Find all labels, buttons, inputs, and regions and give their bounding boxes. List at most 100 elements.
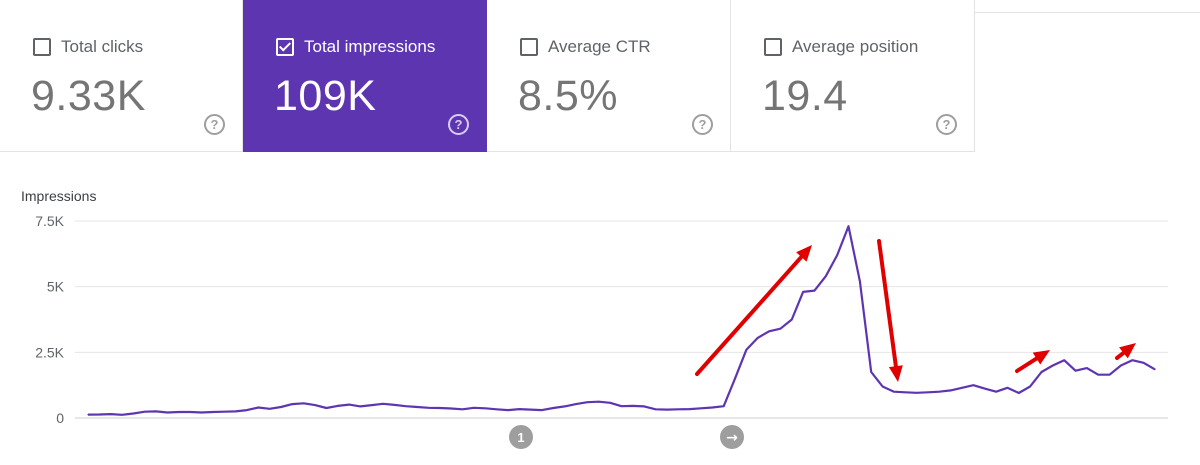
data-point bbox=[178, 411, 180, 413]
data-point bbox=[620, 405, 623, 407]
data-point bbox=[825, 275, 827, 277]
data-point bbox=[779, 328, 782, 330]
data-point bbox=[643, 405, 645, 407]
help-icon[interactable]: ? bbox=[204, 114, 225, 135]
annotation-arrow bbox=[1115, 343, 1136, 360]
data-point bbox=[564, 405, 566, 407]
marker-arrow[interactable]: → bbox=[720, 425, 744, 449]
help-icon[interactable]: ? bbox=[692, 114, 713, 135]
checked-checkbox-icon[interactable] bbox=[276, 38, 294, 56]
average-position-label-text: Average position bbox=[792, 37, 919, 56]
data-point bbox=[995, 391, 997, 393]
annotation-arrow-head bbox=[1032, 350, 1050, 365]
annotation-arrow-head bbox=[888, 365, 903, 382]
data-point bbox=[961, 387, 963, 389]
average-position-card[interactable]: Average position 19.4 ? bbox=[731, 0, 975, 152]
data-point bbox=[916, 392, 918, 394]
data-point bbox=[972, 384, 975, 386]
y-tick-label: 2.5K bbox=[35, 344, 64, 360]
data-point bbox=[677, 408, 679, 410]
data-point bbox=[246, 409, 248, 411]
data-point bbox=[371, 404, 373, 406]
data-point bbox=[984, 388, 986, 390]
data-point bbox=[689, 408, 691, 410]
data-point bbox=[518, 408, 520, 410]
forward-arrow-icon: → bbox=[726, 430, 738, 446]
annotation-arrow-shaft bbox=[877, 239, 898, 369]
metric-cards: Total clicks 9.33K ? Total impressions 1… bbox=[0, 0, 1200, 153]
data-point bbox=[189, 411, 191, 413]
annotation-arrow-shaft bbox=[1015, 356, 1039, 373]
data-point bbox=[200, 411, 203, 414]
data-point bbox=[768, 330, 770, 332]
total-impressions-value: 109K bbox=[274, 72, 377, 120]
annotation-arrows bbox=[695, 239, 1136, 382]
data-point bbox=[166, 411, 169, 414]
data-point bbox=[666, 409, 668, 411]
average-ctr-label: Average CTR bbox=[520, 37, 651, 57]
checkbox-icon[interactable] bbox=[764, 38, 782, 56]
annotation-arrow bbox=[1015, 350, 1050, 373]
data-point bbox=[144, 411, 146, 413]
marker-arrow-circle[interactable] bbox=[720, 425, 744, 449]
data-point bbox=[291, 403, 293, 405]
impressions-series-line[interactable] bbox=[87, 225, 1156, 416]
checkbox-icon[interactable] bbox=[520, 38, 538, 56]
data-point bbox=[711, 406, 713, 409]
data-point bbox=[723, 405, 725, 407]
data-point bbox=[950, 389, 952, 391]
data-point bbox=[87, 414, 89, 416]
data-point bbox=[1086, 367, 1088, 369]
data-point bbox=[405, 405, 407, 407]
help-icon[interactable]: ? bbox=[936, 114, 957, 135]
data-point bbox=[303, 402, 305, 404]
data-point bbox=[462, 408, 464, 410]
data-point bbox=[598, 401, 600, 403]
marker-1-circle[interactable] bbox=[509, 425, 533, 449]
data-point bbox=[859, 280, 861, 282]
y-axis-ticks: 0 2.5K 5K 7.5K bbox=[35, 213, 64, 426]
data-point bbox=[314, 404, 316, 406]
annotation-arrow-head bbox=[796, 245, 812, 262]
data-point bbox=[757, 337, 759, 339]
data-point bbox=[1109, 374, 1111, 376]
annotation-arrow bbox=[877, 239, 903, 382]
help-icon[interactable]: ? bbox=[448, 114, 469, 135]
data-point bbox=[552, 407, 555, 409]
annotation-arrow-shaft bbox=[1115, 350, 1126, 360]
average-ctr-card[interactable]: Average CTR 8.5% ? bbox=[487, 0, 731, 152]
data-point bbox=[257, 406, 259, 409]
data-point bbox=[609, 402, 611, 404]
card-row-filler bbox=[975, 0, 1200, 13]
data-point bbox=[473, 407, 475, 409]
data-point bbox=[1040, 371, 1043, 373]
total-clicks-card[interactable]: Total clicks 9.33K ? bbox=[0, 0, 243, 152]
gridlines bbox=[75, 220, 1168, 419]
data-point bbox=[734, 378, 736, 380]
data-point bbox=[1143, 362, 1145, 364]
data-point bbox=[280, 406, 282, 408]
y-axis-title: Impressions bbox=[21, 188, 96, 204]
data-point bbox=[927, 391, 929, 393]
marker-1[interactable]: 1 bbox=[509, 425, 533, 449]
data-point bbox=[439, 407, 441, 409]
data-point bbox=[269, 408, 271, 410]
series-points bbox=[87, 225, 1156, 416]
y-tick-label: 5K bbox=[47, 279, 65, 295]
data-point bbox=[847, 225, 850, 227]
total-clicks-label-text: Total clicks bbox=[61, 37, 144, 56]
total-impressions-label: Total impressions bbox=[276, 37, 435, 57]
impressions-chart: Impressions 0 2.5K 5K 7.5K 1 → bbox=[21, 188, 1168, 449]
total-impressions-label-text: Total impressions bbox=[304, 37, 436, 56]
average-position-label: Average position bbox=[764, 37, 918, 57]
total-clicks-value: 9.33K bbox=[31, 72, 146, 120]
annotation-arrow bbox=[695, 245, 812, 376]
data-point bbox=[1120, 364, 1122, 367]
data-point bbox=[132, 412, 134, 415]
checkbox-icon[interactable] bbox=[33, 38, 51, 56]
data-point bbox=[745, 349, 748, 351]
data-point bbox=[496, 408, 498, 410]
total-impressions-card[interactable]: Total impressions 109K ? bbox=[243, 0, 487, 152]
y-tick-label: 7.5K bbox=[35, 213, 64, 229]
data-point bbox=[98, 413, 100, 416]
